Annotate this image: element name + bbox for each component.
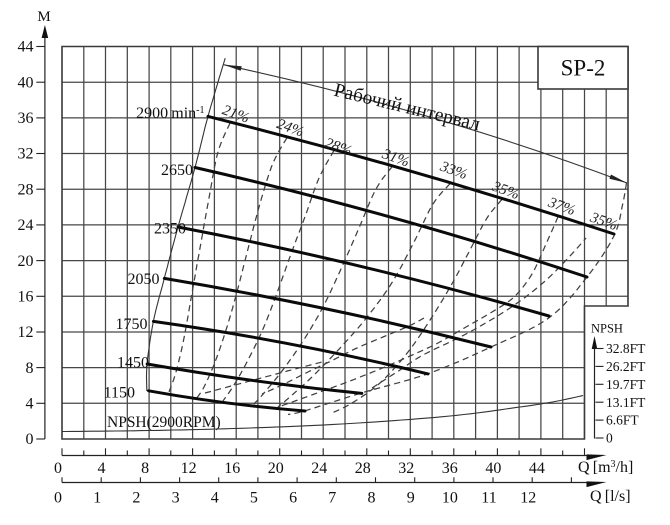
svg-text:6: 6 — [289, 490, 297, 507]
svg-text:11: 11 — [481, 490, 496, 507]
svg-text:SP-2: SP-2 — [561, 56, 606, 81]
svg-text:Q [l/s]: Q [l/s] — [590, 488, 631, 505]
svg-text:0: 0 — [54, 490, 62, 507]
svg-text:Q [m3/h]: Q [m3/h] — [578, 459, 633, 476]
svg-text:3: 3 — [172, 490, 180, 507]
svg-text:44: 44 — [529, 460, 545, 477]
svg-text:32.8FT: 32.8FT — [606, 341, 646, 356]
svg-text:8: 8 — [26, 360, 34, 377]
svg-text:36: 36 — [18, 110, 34, 127]
svg-text:2050: 2050 — [128, 271, 160, 288]
svg-text:NPSH(2900RPM): NPSH(2900RPM) — [107, 414, 221, 431]
svg-text:1150: 1150 — [104, 385, 135, 402]
svg-text:36: 36 — [442, 460, 458, 477]
svg-text:20: 20 — [268, 460, 284, 477]
svg-text:26.2FT: 26.2FT — [606, 359, 646, 374]
svg-text:2: 2 — [132, 490, 140, 507]
svg-text:1750: 1750 — [116, 316, 148, 333]
svg-text:M: M — [37, 9, 50, 25]
svg-text:44: 44 — [18, 39, 34, 56]
svg-text:8: 8 — [368, 490, 376, 507]
svg-text:1450: 1450 — [117, 355, 149, 372]
svg-text:4: 4 — [98, 460, 106, 477]
svg-text:NPSH: NPSH — [591, 322, 623, 336]
svg-text:4: 4 — [26, 396, 34, 413]
svg-text:2900 min-1: 2900 min-1 — [136, 105, 204, 122]
svg-text:0: 0 — [26, 431, 34, 448]
svg-text:10: 10 — [442, 490, 458, 507]
svg-text:40: 40 — [18, 74, 34, 91]
svg-text:24: 24 — [18, 217, 34, 234]
svg-text:32: 32 — [18, 146, 34, 163]
svg-text:12: 12 — [181, 460, 197, 477]
svg-text:40: 40 — [485, 460, 501, 477]
svg-text:7: 7 — [328, 490, 336, 507]
svg-text:32: 32 — [398, 460, 414, 477]
svg-text:0: 0 — [54, 460, 62, 477]
svg-text:4: 4 — [211, 490, 219, 507]
svg-text:0: 0 — [606, 431, 613, 446]
svg-text:5: 5 — [250, 490, 258, 507]
svg-text:8: 8 — [141, 460, 149, 477]
svg-text:28: 28 — [18, 181, 34, 198]
svg-text:13.1FT: 13.1FT — [606, 395, 646, 410]
svg-text:6.6FT: 6.6FT — [606, 413, 639, 428]
svg-text:9: 9 — [407, 490, 415, 507]
svg-text:16: 16 — [18, 289, 34, 306]
svg-text:2650: 2650 — [161, 162, 193, 179]
svg-text:16: 16 — [224, 460, 240, 477]
svg-text:12: 12 — [18, 324, 34, 341]
svg-text:2350: 2350 — [154, 221, 186, 238]
svg-text:12: 12 — [520, 490, 536, 507]
svg-text:19.7FT: 19.7FT — [606, 377, 646, 392]
svg-text:28: 28 — [355, 460, 371, 477]
svg-text:20: 20 — [18, 253, 34, 270]
svg-text:24: 24 — [311, 460, 327, 477]
svg-text:1: 1 — [93, 490, 101, 507]
